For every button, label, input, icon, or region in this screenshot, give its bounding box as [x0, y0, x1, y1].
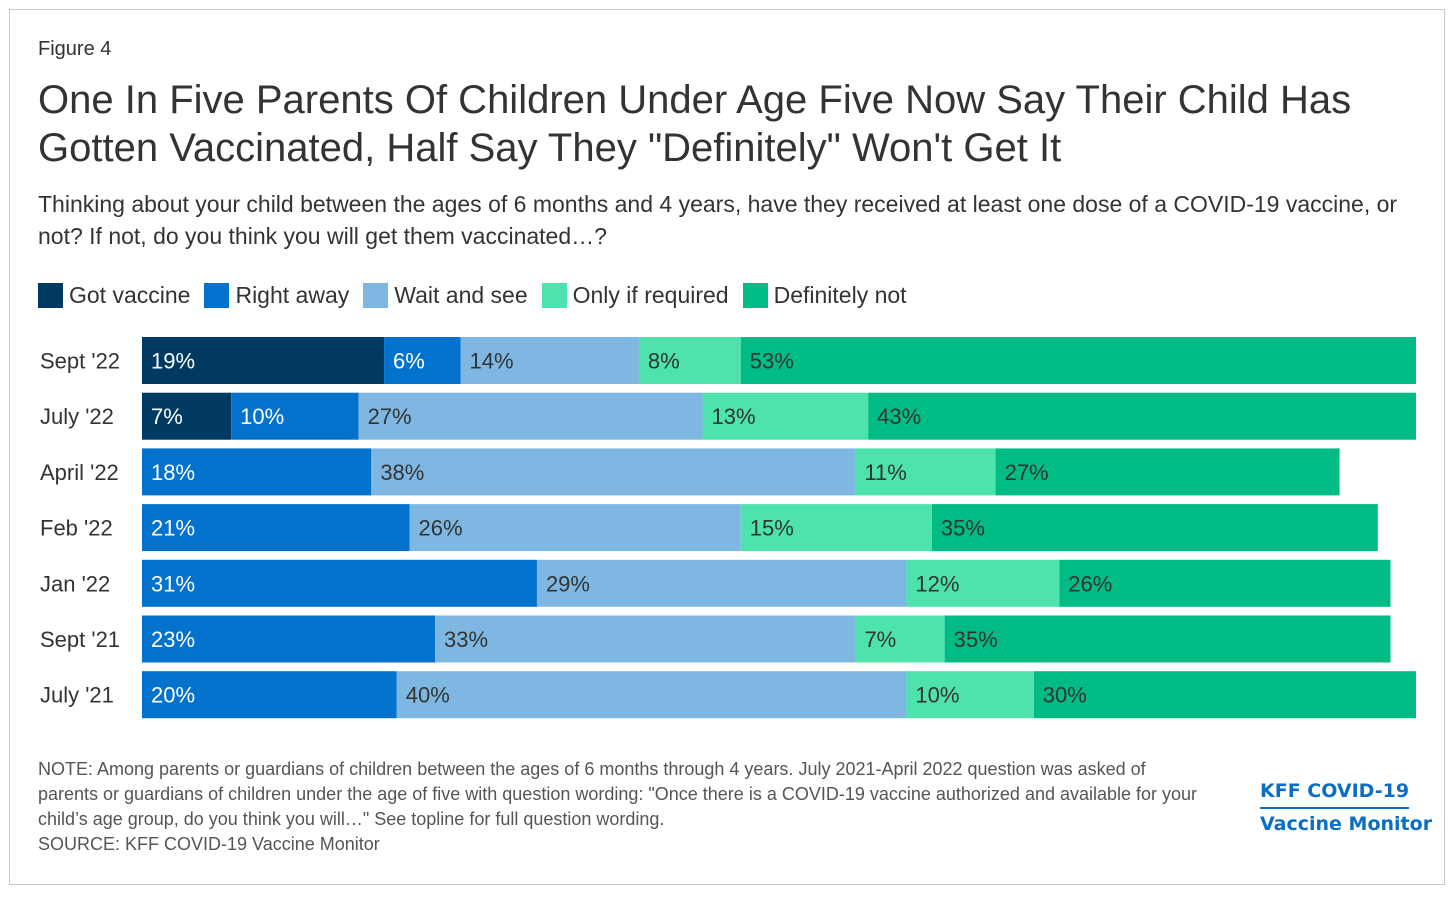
brand-line-2: Vaccine Monitor: [1260, 813, 1433, 835]
data-label: 8%: [648, 349, 680, 374]
data-label: 38%: [380, 460, 424, 485]
data-label: 35%: [941, 516, 985, 541]
data-label: 43%: [877, 404, 921, 429]
category-label: July '21: [40, 683, 114, 708]
data-label: 20%: [151, 683, 195, 708]
bar-segment-right-away: [384, 337, 461, 384]
category-label: July '22: [40, 404, 114, 429]
legend-item-got-vaccine: Got vaccine: [38, 282, 190, 309]
data-label: 27%: [1005, 460, 1049, 485]
bar-segment-wait-and-see: [536, 559, 907, 607]
legend-swatch: [541, 283, 567, 308]
legend-item-wait-and-see: Wait and see: [363, 282, 528, 309]
data-label: 40%: [406, 683, 450, 708]
data-label: 21%: [151, 516, 195, 541]
data-label: 7%: [151, 404, 183, 429]
bar-segment-wait-and-see: [460, 337, 639, 384]
legend-item-only-if-required: Only if required: [541, 282, 729, 309]
bar-segment-definitely-not: [868, 392, 1416, 440]
bar-segment-wait-and-see: [371, 448, 856, 496]
bar-segment-right-away: [142, 559, 537, 607]
legend-swatch: [204, 283, 230, 308]
bar-segment-right-away: [142, 504, 410, 552]
bar-segment-right-away: [142, 615, 436, 663]
legend-label: Only if required: [572, 282, 729, 308]
bar-segment-only-if-required: [702, 392, 869, 440]
bar-segment-wait-and-see: [409, 504, 741, 552]
legend-label: Wait and see: [394, 282, 528, 308]
bar-segment-only-if-required: [638, 337, 741, 384]
data-label: 7%: [864, 627, 896, 652]
bar-segment-only-if-required: [740, 504, 932, 552]
bar-segment-definitely-not: [1033, 671, 1416, 719]
data-label: 10%: [915, 683, 959, 708]
legend-label: Right away: [235, 282, 350, 308]
data-label: 29%: [546, 571, 590, 596]
chart-subtitle: Thinking about your child between the ag…: [38, 191, 1398, 249]
legend-swatch: [38, 283, 63, 308]
figure-label: Figure 4: [38, 38, 112, 60]
chart-note: NOTE: Among parents or guardians of chil…: [38, 759, 1198, 829]
bar-segment-right-away: [142, 448, 372, 496]
data-label: 27%: [368, 404, 412, 429]
category-label: Sept '22: [40, 349, 120, 374]
chart-legend: Got vaccine Right away Wait and see Only…: [38, 282, 921, 309]
bar-segment-right-away: [231, 392, 359, 440]
brand-line-1: KFF COVID-19: [1260, 776, 1410, 809]
data-label: 13%: [712, 404, 756, 429]
bar-segment-only-if-required: [906, 671, 1034, 719]
data-label: 30%: [1043, 683, 1087, 708]
bar-segment-got-vaccine: [142, 337, 385, 384]
bar-segment-definitely-not: [740, 337, 1416, 384]
legend-item-right-away: Right away: [204, 282, 349, 309]
brand-logo: KFF COVID-19 Vaccine Monitor: [1260, 776, 1432, 839]
data-label: 33%: [444, 627, 488, 652]
bar-segment-wait-and-see: [358, 392, 703, 440]
data-label: 14%: [470, 349, 514, 374]
data-label: 6%: [393, 349, 425, 374]
chart-title: One In Five Parents Of Children Under Ag…: [38, 78, 1352, 170]
data-label: 19%: [151, 349, 195, 374]
bar-segment-definitely-not: [995, 448, 1340, 496]
data-label: 10%: [240, 404, 284, 429]
legend-swatch: [742, 283, 768, 308]
legend-label: Definitely not: [773, 282, 907, 308]
bar-segment-got-vaccine: [142, 392, 232, 440]
bar-segment-only-if-required: [855, 448, 996, 496]
data-label: 11%: [864, 460, 906, 485]
bar-segment-wait-and-see: [435, 615, 856, 663]
data-label: 53%: [750, 349, 794, 374]
data-label: 31%: [151, 571, 195, 596]
data-label: 23%: [151, 627, 195, 652]
legend-item-definitely-not: Definitely not: [742, 282, 907, 309]
bar-segment-definitely-not: [1059, 559, 1391, 607]
data-label: 26%: [1068, 571, 1112, 596]
data-label: 26%: [419, 516, 463, 541]
bar-segment-wait-and-see: [396, 671, 907, 719]
category-label: Sept '21: [40, 627, 120, 652]
data-label: 12%: [915, 571, 959, 596]
legend-swatch: [363, 283, 389, 308]
bar-segment-right-away: [142, 671, 397, 719]
category-label: Jan '22: [40, 571, 110, 596]
category-label: April '22: [40, 460, 119, 485]
bar-segment-only-if-required: [906, 559, 1060, 607]
data-label: 15%: [750, 516, 794, 541]
bar-segment-definitely-not: [944, 615, 1391, 663]
figure-frame: [9, 9, 1445, 885]
bar-segment-only-if-required: [855, 615, 945, 663]
chart-source: SOURCE: KFF COVID-19 Vaccine Monitor: [38, 834, 380, 854]
category-label: Feb '22: [40, 516, 113, 541]
data-label: 18%: [151, 460, 195, 485]
bar-segment-definitely-not: [931, 504, 1378, 552]
legend-label: Got vaccine: [69, 282, 191, 308]
data-label: 35%: [954, 627, 998, 652]
